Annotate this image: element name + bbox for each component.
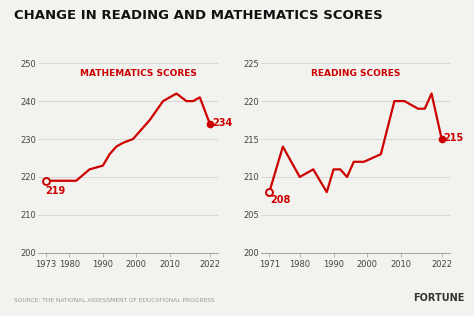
Text: READING SCORES: READING SCORES: [311, 69, 400, 78]
Text: MATHEMATICS SCORES: MATHEMATICS SCORES: [81, 69, 197, 78]
Text: FORTUNE: FORTUNE: [413, 293, 465, 303]
Text: 234: 234: [212, 118, 232, 128]
Text: 215: 215: [444, 132, 464, 143]
Text: 219: 219: [45, 186, 65, 197]
Text: 208: 208: [270, 195, 291, 205]
Text: CHANGE IN READING AND MATHEMATICS SCORES: CHANGE IN READING AND MATHEMATICS SCORES: [14, 9, 383, 22]
Text: SOURCE: THE NATIONAL ASSESSMENT OF EDUCATIONAL PROGRESS: SOURCE: THE NATIONAL ASSESSMENT OF EDUCA…: [14, 298, 215, 303]
